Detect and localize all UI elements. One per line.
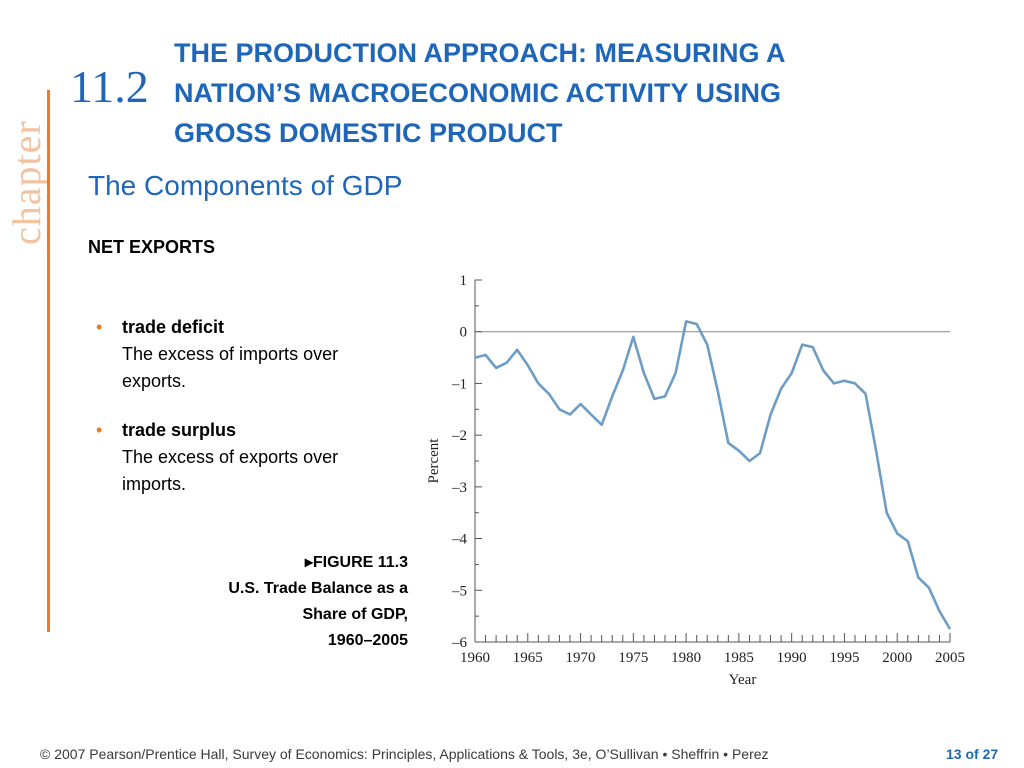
definition-term: trade surplus [122, 420, 237, 440]
chapter-divider-line [47, 90, 50, 632]
y-tick-label: 1 [460, 273, 468, 289]
triangle-arrow-icon: ▸ [304, 554, 313, 571]
chapter-watermark: chapter [4, 120, 49, 245]
slide-title-line-3: GROSS DOMESTIC PRODUCT [174, 118, 563, 148]
definition-list: • trade deficit The excess of imports ov… [96, 314, 366, 520]
bullet-icon: • [96, 420, 103, 440]
y-tick-label: –1 [451, 376, 467, 392]
definition-text: The excess of imports over exports. [122, 344, 339, 391]
slide-title: THE PRODUCTION APPROACH: MEASURING A NAT… [174, 33, 994, 153]
figure-label: FIGURE 11.3 [312, 554, 408, 571]
slide-title-line-1: THE PRODUCTION APPROACH: MEASURING A [174, 38, 786, 68]
x-tick-label: 1985 [724, 650, 754, 666]
figure-caption-line-1: U.S. Trade Balance as a [228, 580, 408, 597]
x-tick-label: 1980 [671, 650, 701, 666]
x-tick-label: 2005 [935, 650, 965, 666]
x-tick-label: 1970 [566, 650, 596, 666]
y-tick-label: –5 [451, 583, 467, 599]
y-axis-label: Percent [426, 438, 442, 484]
y-tick-label: 0 [460, 325, 468, 341]
page-number: 13 of 27 [946, 746, 999, 762]
slide-subtitle: The Components of GDP [88, 170, 403, 201]
x-tick-label: 1965 [513, 650, 543, 666]
x-tick-label: 1995 [829, 650, 859, 666]
section-heading: NET EXPORTS [88, 237, 216, 257]
y-tick-label: –3 [451, 480, 467, 496]
figure-caption-line-3: 1960–2005 [327, 632, 408, 649]
figure-label-line: ▸FIGURE 11.3 [168, 550, 408, 576]
list-item: • trade surplus The excess of exports ov… [96, 417, 366, 498]
list-item: • trade deficit The excess of imports ov… [96, 314, 366, 395]
figure-caption: ▸FIGURE 11.3 U.S. Trade Balance as a Sha… [168, 550, 408, 654]
y-tick-label: –2 [451, 428, 467, 444]
figure-caption-line-2: Share of GDP, [302, 606, 408, 623]
series-line-trade-balance [474, 320, 952, 630]
definition-text: The excess of exports over imports. [122, 447, 339, 494]
section-number: 11.2 [70, 61, 149, 112]
x-tick-label: 2000 [882, 650, 912, 666]
footer-copyright: © 2007 Pearson/Prentice Hall, Survey of … [40, 746, 769, 762]
slide-title-line-2: NATION’S MACROECONOMIC ACTIVITY USING [174, 78, 782, 108]
x-tick-label: 1960 [460, 650, 490, 666]
y-tick-label: –4 [451, 532, 468, 548]
y-tick-label: –6 [451, 635, 468, 651]
x-tick-label: 1975 [618, 650, 648, 666]
bullet-icon: • [96, 317, 103, 337]
definition-term: trade deficit [122, 317, 225, 337]
x-tick-label: 1990 [777, 650, 807, 666]
x-axis-label: Year [729, 672, 757, 688]
